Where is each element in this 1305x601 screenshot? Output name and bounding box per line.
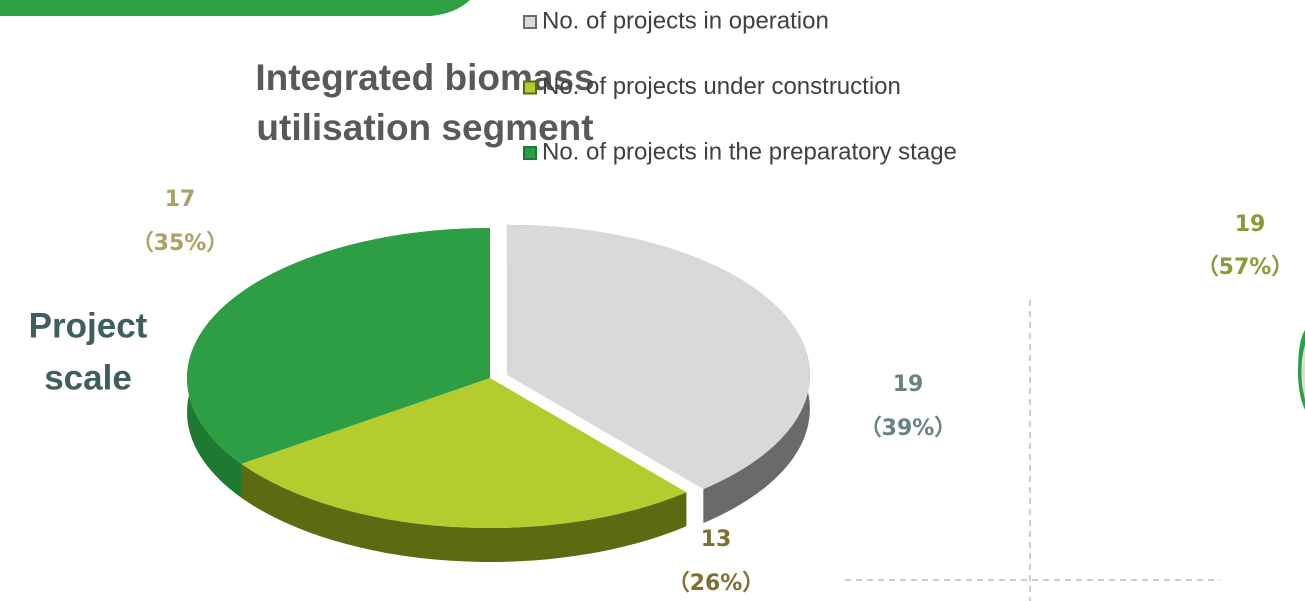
side-label: scale: [44, 358, 132, 397]
legend-swatch: [523, 15, 537, 29]
data-label: 19: [1235, 212, 1266, 237]
percent-label: （39%）: [860, 416, 957, 441]
side-label: Project: [29, 306, 148, 345]
pie-wall: [241, 463, 687, 562]
pies: [186, 224, 810, 562]
pie-slice: [241, 378, 687, 528]
pie-slice: [506, 224, 810, 490]
legend-label: No. of projects under construction: [542, 73, 901, 100]
percent-label: （35%）: [132, 231, 229, 256]
legend-label: No. of projects in the preparatory stage: [542, 138, 957, 165]
title-line: Integrated biomass: [255, 57, 594, 98]
pie-slice: [186, 228, 490, 464]
data-label: 13: [701, 527, 732, 552]
legend-swatch: [523, 80, 537, 95]
legend-swatch: [523, 146, 537, 160]
percent-label: （57%）: [1197, 255, 1294, 280]
legend-label: No. of projects in operation: [542, 7, 829, 34]
header-bar: [0, 0, 470, 16]
title-line: utilisation segment: [256, 107, 593, 148]
pie-slice-face: [1301, 345, 1305, 400]
percent-label: （26%）: [668, 571, 765, 596]
data-label: 17: [165, 187, 196, 212]
data-label: 19: [893, 372, 924, 397]
